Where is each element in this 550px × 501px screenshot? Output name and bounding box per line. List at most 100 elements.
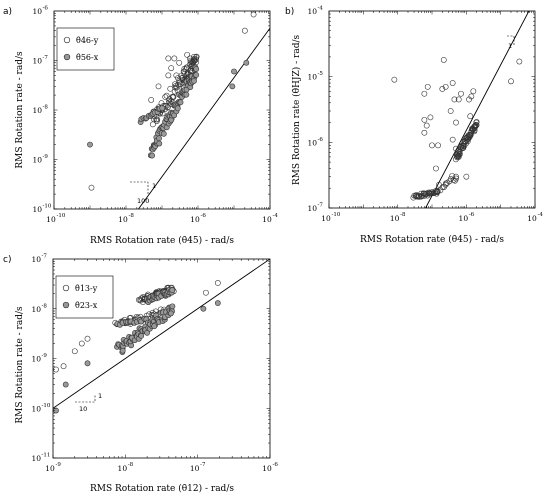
data-point xyxy=(163,92,170,99)
data-point xyxy=(451,96,458,103)
svg-text:-10: -10 xyxy=(42,403,51,409)
svg-text:-6: -6 xyxy=(273,462,279,468)
data-point xyxy=(471,127,478,134)
data-point xyxy=(449,80,456,86)
data-point xyxy=(443,180,449,187)
svg-text:-6: -6 xyxy=(469,212,475,218)
svg-text:10: 10 xyxy=(390,214,400,223)
slope-rise-label-b: 1 xyxy=(508,42,512,50)
data-point xyxy=(169,94,176,101)
data-point xyxy=(138,332,145,339)
svg-text:-7: -7 xyxy=(43,55,49,61)
svg-text:10: 10 xyxy=(262,464,272,473)
data-point xyxy=(427,114,434,121)
legend-box-a xyxy=(56,27,115,71)
data-point xyxy=(421,90,428,97)
plot-area-b xyxy=(391,11,530,208)
data-point xyxy=(148,96,155,103)
data-point xyxy=(423,122,430,129)
legend-label-c-0: θ̇13-y xyxy=(75,284,98,293)
data-point xyxy=(87,141,93,148)
y-tick-label: 10 -9 xyxy=(31,353,47,364)
data-point xyxy=(192,57,198,64)
slope-rise-label-c: 1 xyxy=(98,392,102,400)
svg-text:10: 10 xyxy=(527,214,537,223)
plot-area-a xyxy=(87,11,270,209)
data-point xyxy=(472,123,479,130)
svg-text:10: 10 xyxy=(307,138,317,147)
svg-text:-10: -10 xyxy=(43,204,52,210)
legend-label-a-1: θ̇56-x xyxy=(76,53,99,62)
data-point xyxy=(84,360,91,367)
svg-text:-6: -6 xyxy=(43,6,49,12)
data-point xyxy=(429,142,435,149)
ticks-2 xyxy=(52,259,271,459)
data-point xyxy=(391,76,398,83)
y-tick-label: 10 -7 xyxy=(307,203,323,214)
ticks-1 xyxy=(328,11,536,209)
panel-label-c: c) xyxy=(3,255,11,265)
data-point xyxy=(165,72,172,79)
data-point xyxy=(156,135,162,142)
data-point xyxy=(468,93,475,100)
data-point xyxy=(176,59,183,66)
x-tick-label: 10 -7 xyxy=(190,462,206,473)
data-point xyxy=(71,348,78,355)
data-point xyxy=(437,187,444,194)
data-point xyxy=(193,72,200,78)
panel-a: a) 1 100 θ̇46-y θ̇56-x RMS Rotation rate… xyxy=(3,6,278,247)
svg-text:10: 10 xyxy=(190,464,200,473)
y-tick-label: 10 -7 xyxy=(32,55,48,66)
x-tick-label: 10 -6 xyxy=(459,212,475,223)
data-point xyxy=(516,58,523,65)
ticks-0 xyxy=(53,11,271,210)
data-point xyxy=(149,309,156,316)
svg-text:10: 10 xyxy=(32,205,42,214)
data-point xyxy=(439,86,446,92)
slope-run-label-c: 10 xyxy=(79,405,87,413)
x-tick-label: 10 -10 xyxy=(46,213,66,224)
svg-text:10: 10 xyxy=(459,214,469,223)
svg-text:10: 10 xyxy=(262,215,272,224)
svg-text:10: 10 xyxy=(307,7,317,16)
panel-b: b) 1 RMS Rotation rate (θ̇45) - rad/s RM… xyxy=(285,6,543,246)
panel-label-a: a) xyxy=(3,7,12,17)
data-point xyxy=(78,340,85,347)
data-point xyxy=(456,151,462,158)
svg-text:-8: -8 xyxy=(129,213,135,219)
data-point xyxy=(169,303,176,310)
data-point xyxy=(470,88,477,95)
data-point xyxy=(170,94,177,100)
data-point xyxy=(159,105,166,112)
svg-text:-9: -9 xyxy=(43,154,49,160)
svg-text:10: 10 xyxy=(31,305,41,314)
data-point xyxy=(453,175,460,182)
legend-marker-filled-c xyxy=(62,301,70,309)
data-point xyxy=(435,142,441,149)
data-point xyxy=(473,119,480,125)
data-point xyxy=(193,56,200,63)
svg-text:10: 10 xyxy=(321,214,331,223)
data-point xyxy=(444,179,451,186)
x-tick-label: 10 -6 xyxy=(262,462,278,473)
reference-line xyxy=(425,11,530,208)
plot-frame-b xyxy=(328,10,536,209)
svg-text:10: 10 xyxy=(31,454,41,463)
data-point xyxy=(447,108,454,114)
data-point xyxy=(203,289,209,296)
data-point xyxy=(455,96,462,103)
data-point xyxy=(193,53,200,60)
data-point xyxy=(434,188,441,195)
slope-triangle-c: 1 10 xyxy=(75,392,102,413)
x-tick-label: 10 -6 xyxy=(190,213,206,224)
data-point xyxy=(473,122,480,128)
legend-c: θ̇13-y θ̇23-x xyxy=(55,275,114,319)
data-point xyxy=(467,113,474,120)
data-point xyxy=(214,300,221,306)
y-tick-label: 10 -11 xyxy=(31,453,50,464)
svg-text:-6: -6 xyxy=(318,137,324,143)
data-point xyxy=(119,347,126,354)
data-point xyxy=(449,136,456,143)
legend-marker-open-a xyxy=(63,36,71,44)
